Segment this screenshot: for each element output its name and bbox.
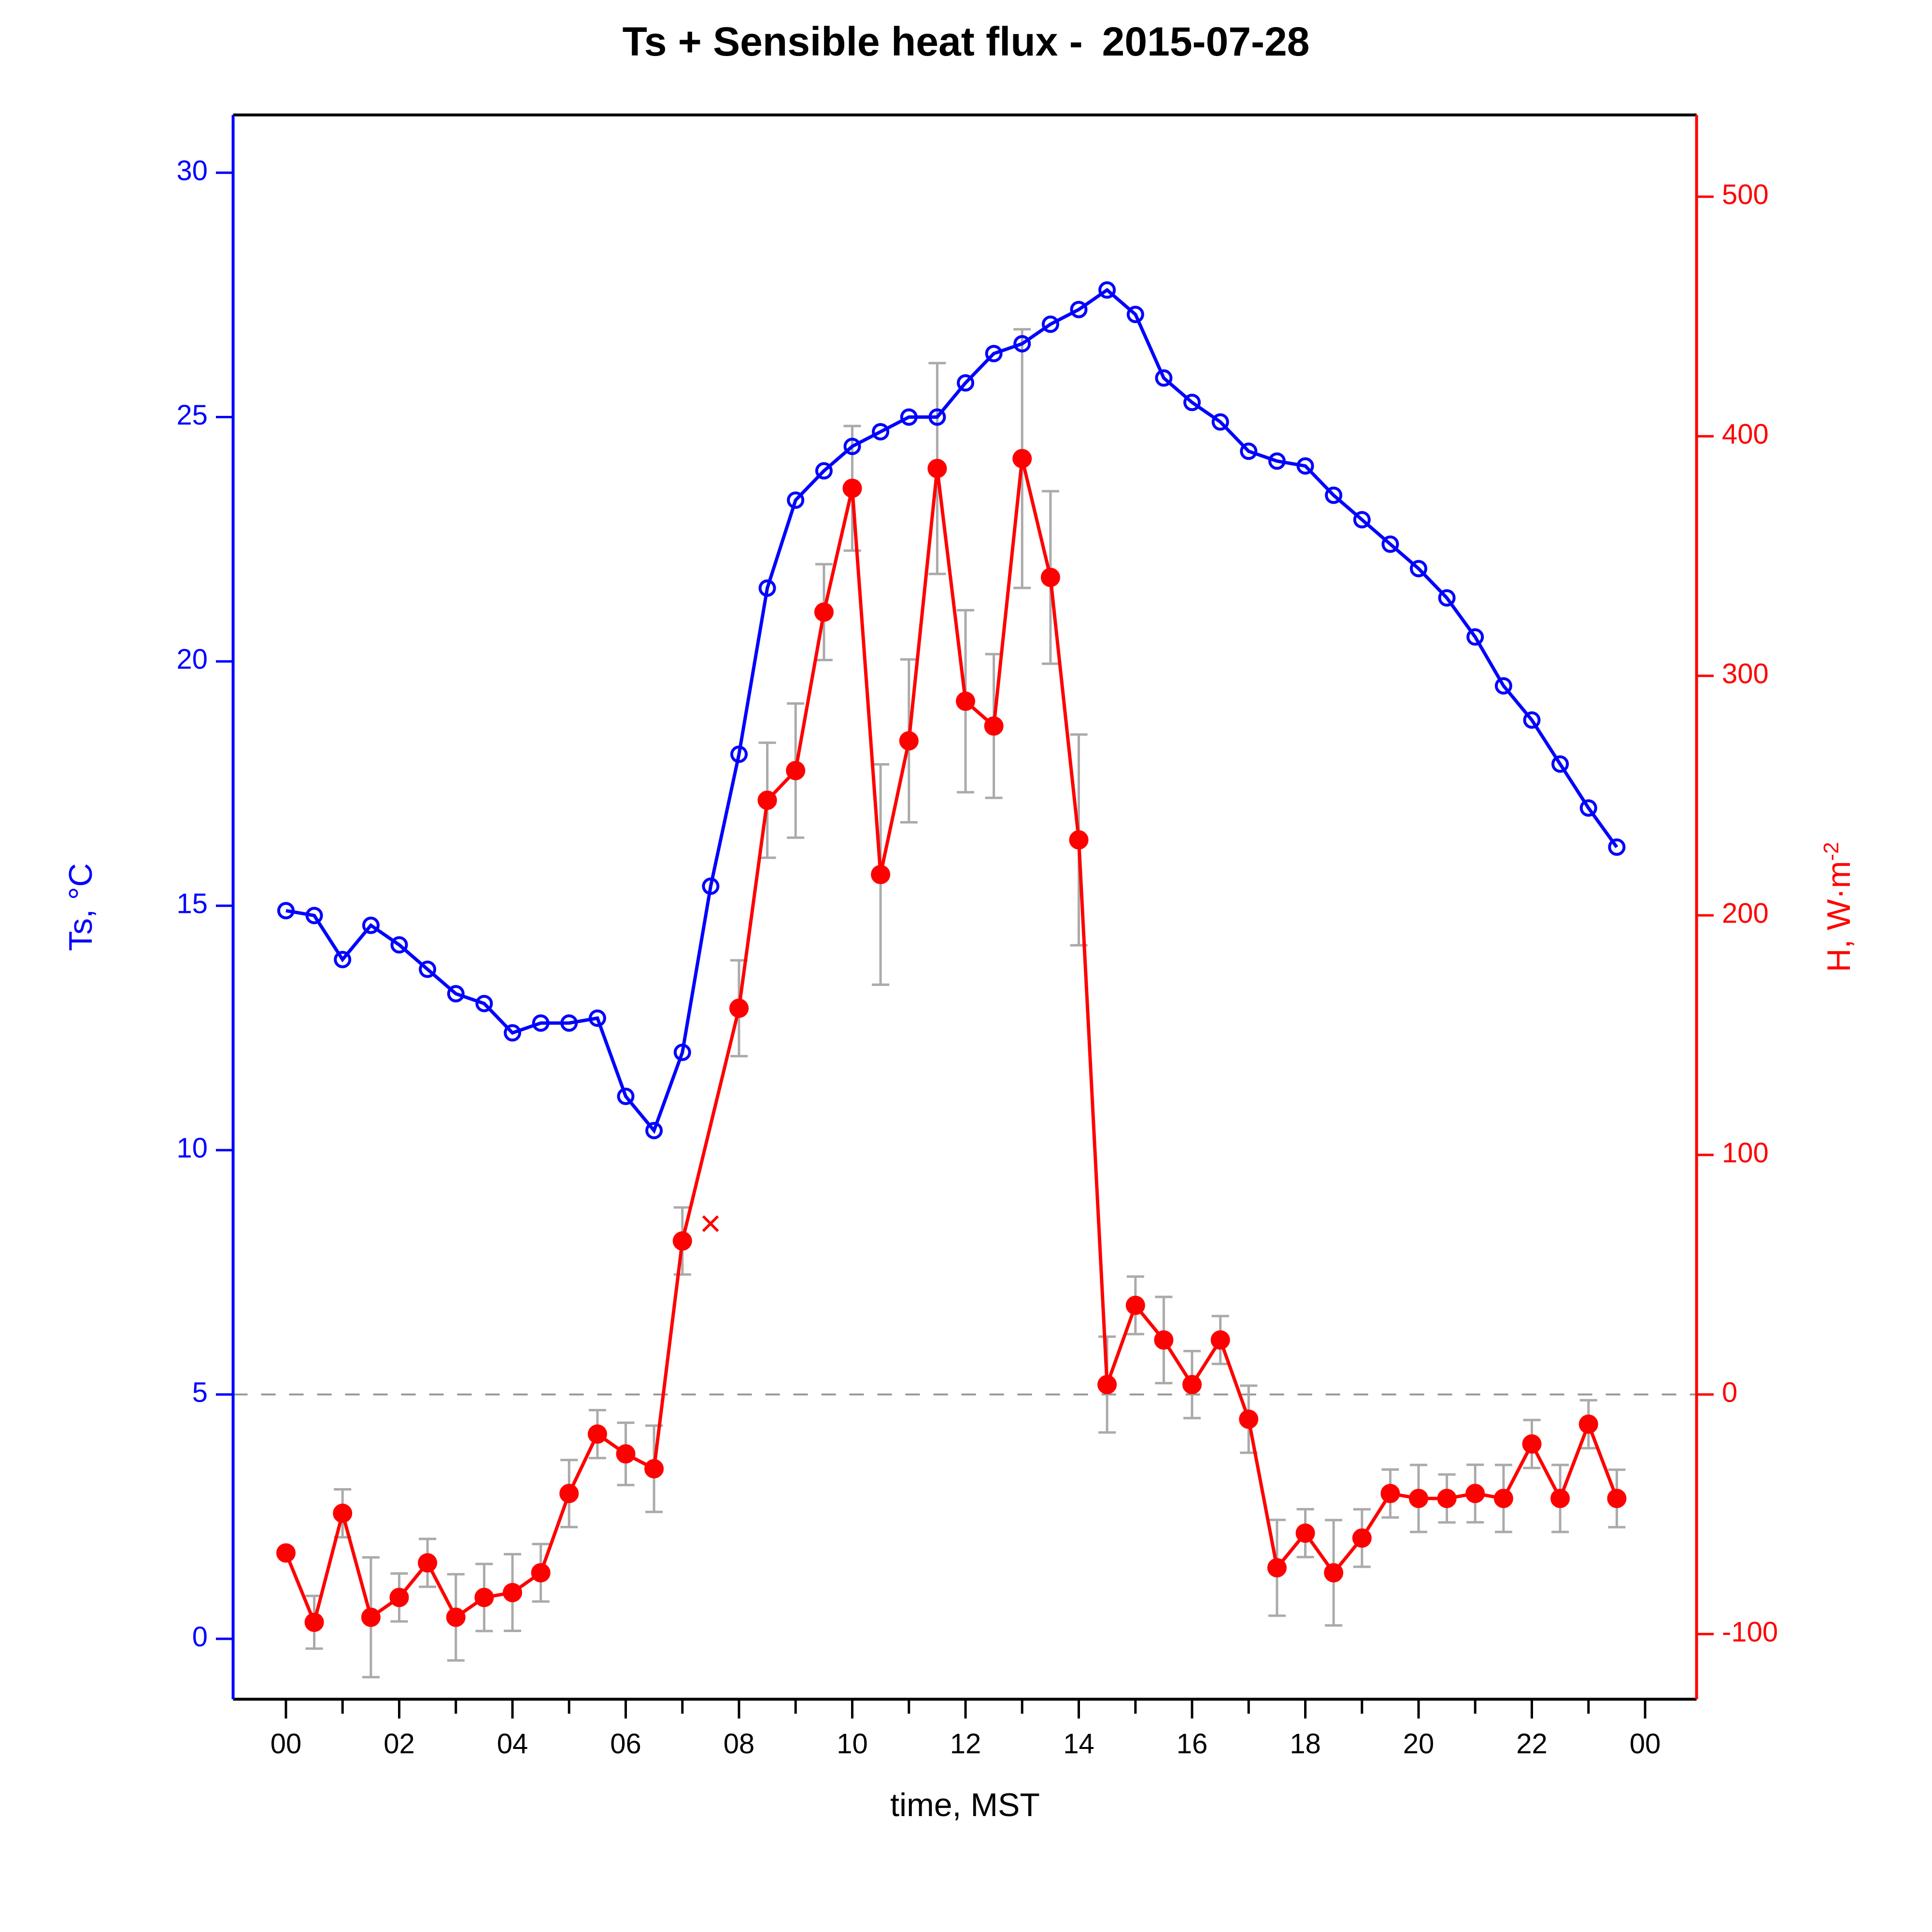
svg-text:0: 0 — [192, 1621, 208, 1652]
svg-text:10: 10 — [176, 1133, 208, 1164]
svg-text:00: 00 — [1630, 1728, 1661, 1760]
svg-text:300: 300 — [1722, 658, 1769, 690]
svg-text:02: 02 — [384, 1728, 415, 1760]
svg-text:04: 04 — [497, 1728, 528, 1760]
svg-text:06: 06 — [610, 1728, 641, 1760]
svg-text:100: 100 — [1722, 1137, 1769, 1168]
svg-text:18: 18 — [1290, 1728, 1321, 1760]
svg-text:12: 12 — [950, 1728, 981, 1760]
svg-text:H, W·m-2: H, W·m-2 — [1819, 842, 1858, 972]
svg-text:25: 25 — [176, 399, 208, 431]
svg-text:08: 08 — [724, 1728, 755, 1760]
svg-text:20: 20 — [1403, 1728, 1435, 1760]
svg-text:16: 16 — [1177, 1728, 1208, 1760]
svg-text:00: 00 — [270, 1728, 302, 1760]
svg-text:Ts + Sensible heat flux -2015-: Ts + Sensible heat flux -2015-07-28 — [623, 19, 1310, 64]
svg-text:15: 15 — [176, 888, 208, 920]
svg-text:22: 22 — [1516, 1728, 1548, 1760]
svg-text:-100: -100 — [1722, 1616, 1778, 1648]
svg-text:time, MST: time, MST — [890, 1787, 1040, 1823]
svg-text:400: 400 — [1722, 419, 1769, 450]
svg-text:500: 500 — [1722, 179, 1769, 211]
svg-text:10: 10 — [837, 1728, 868, 1760]
svg-text:30: 30 — [176, 155, 208, 186]
svg-text:×: × — [699, 1202, 722, 1245]
svg-text:14: 14 — [1063, 1728, 1094, 1760]
svg-text:5: 5 — [192, 1377, 208, 1408]
svg-text:0: 0 — [1722, 1377, 1737, 1408]
svg-text:200: 200 — [1722, 897, 1769, 929]
svg-text:20: 20 — [176, 644, 208, 675]
svg-text:Ts, °C: Ts, °C — [62, 863, 99, 951]
